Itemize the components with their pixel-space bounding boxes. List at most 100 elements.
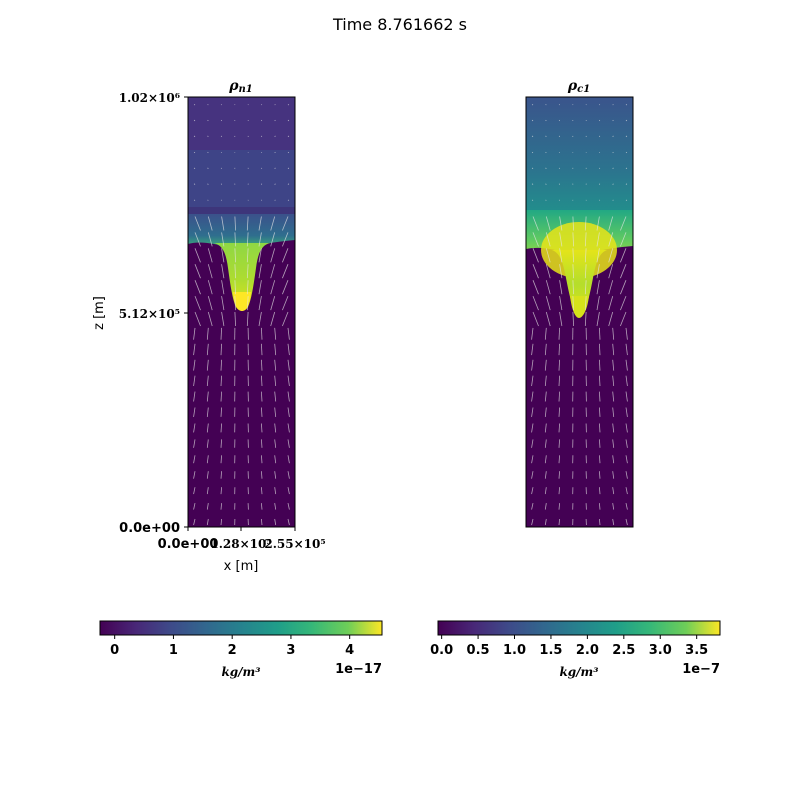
velocity-vector: [206, 327, 209, 340]
velocity-vector: [206, 503, 209, 510]
velocity-vector: [544, 487, 547, 495]
y-tick-label: 1.02×10⁶: [119, 91, 180, 105]
velocity-vector: [261, 375, 263, 387]
plume-finger: [552, 250, 607, 317]
velocity-vector: [612, 167, 614, 169]
velocity-vector: [193, 407, 196, 417]
velocity-vector: [246, 232, 249, 247]
velocity-vector: [261, 503, 263, 510]
velocity-vector: [558, 439, 560, 448]
velocity-vector: [220, 471, 222, 479]
velocity-vector: [261, 487, 263, 495]
velocity-vector: [206, 439, 209, 448]
velocity-vector: [612, 151, 614, 154]
velocity-vector: [612, 423, 615, 433]
velocity-vector: [287, 439, 290, 448]
velocity-vector: [625, 407, 628, 417]
velocity-vector: [572, 232, 574, 247]
velocity-vector: [274, 167, 276, 169]
velocity-vector: [599, 503, 601, 510]
velocity-vector: [572, 311, 574, 327]
x-tick-label: 2.55×10⁵: [264, 537, 325, 551]
velocity-vector: [532, 311, 539, 327]
velocity-vector: [612, 343, 615, 356]
velocity-vector: [559, 296, 563, 311]
velocity-vector: [620, 248, 627, 263]
velocity-vector: [220, 518, 222, 526]
velocity-vector: [531, 455, 534, 464]
velocity-vector: [545, 183, 547, 185]
velocity-vectors-c1: [531, 104, 628, 526]
velocity-vector: [282, 280, 289, 295]
velocity-vector: [596, 232, 600, 247]
velocity-vector: [274, 375, 277, 387]
velocity-vector: [274, 104, 276, 106]
velocity-vector: [584, 232, 587, 247]
plume-tip: [570, 296, 589, 318]
velocity-vector: [287, 343, 290, 356]
velocity-vector: [531, 343, 534, 356]
velocity-vector: [282, 248, 289, 263]
velocity-vector: [531, 518, 534, 526]
velocity-vector: [274, 391, 277, 402]
velocity-vector: [207, 248, 213, 263]
axes-frame-rho-c1: [525, 96, 634, 528]
velocity-vector: [612, 375, 615, 387]
velocity-vector: [246, 280, 249, 295]
velocity-vector: [270, 216, 276, 231]
velocity-vector: [274, 407, 277, 417]
velocity-vector: [194, 280, 201, 295]
x-tick-label: 0.0e+00: [158, 537, 219, 552]
velocity-vector: [193, 455, 196, 464]
velocity-vector: [274, 471, 277, 479]
velocity-vector: [532, 216, 539, 231]
velocity-vector: [545, 199, 547, 201]
velocity-vector: [532, 280, 539, 295]
velocity-vector: [207, 119, 209, 122]
velocity-vector: [287, 471, 290, 479]
velocity-vector: [220, 439, 222, 448]
velocity-vector: [207, 264, 213, 279]
velocity-vector: [599, 455, 601, 464]
velocity-vector: [287, 407, 290, 417]
colorbar-tick-label: 0.0: [430, 643, 453, 658]
velocity-vector: [531, 391, 534, 402]
colorbar-tick-label: 0: [110, 643, 119, 658]
velocity-vector: [545, 232, 551, 247]
velocity-vector: [544, 327, 547, 340]
velocity-vector: [261, 455, 263, 464]
heatmap-rho-c1: [526, 97, 633, 527]
velocity-vector: [572, 280, 574, 295]
colorbar-tick-label: 1.5: [539, 643, 562, 658]
velocity-vector: [270, 232, 276, 247]
velocity-vector: [558, 327, 560, 340]
velocity-vector: [270, 295, 276, 311]
velocity-vector: [620, 280, 627, 295]
velocity-vector: [612, 135, 614, 138]
velocity-vector: [612, 518, 615, 526]
colorbar-ticks: 0 1 2 3 4: [110, 635, 354, 658]
velocity-vector: [206, 343, 209, 356]
velocity-vector: [206, 471, 209, 479]
velocity-vector: [544, 503, 547, 510]
panel-title-rho-n1: ρn1: [228, 78, 253, 95]
colorbar-gradient: [99, 620, 383, 636]
velocity-vector: [620, 264, 627, 279]
velocity-vector: [282, 311, 289, 327]
velocity-vector: [221, 280, 225, 295]
velocity-vector: [531, 423, 534, 433]
velocity-vector: [207, 311, 213, 327]
velocity-vector: [599, 471, 601, 479]
x-tick-label: 1.28×10⁵: [210, 537, 271, 551]
velocity-vector: [270, 264, 276, 279]
velocity-vector: [193, 343, 196, 356]
velocity-vector: [261, 359, 263, 371]
velocity-vector: [544, 391, 547, 402]
velocity-vector: [193, 327, 196, 340]
velocity-vector: [599, 391, 601, 402]
x-axis-label: x [m]: [224, 559, 259, 574]
velocity-vector: [559, 232, 563, 247]
velocity-vector: [596, 216, 600, 231]
velocity-vector: [559, 264, 563, 279]
velocity-vector: [274, 518, 277, 526]
